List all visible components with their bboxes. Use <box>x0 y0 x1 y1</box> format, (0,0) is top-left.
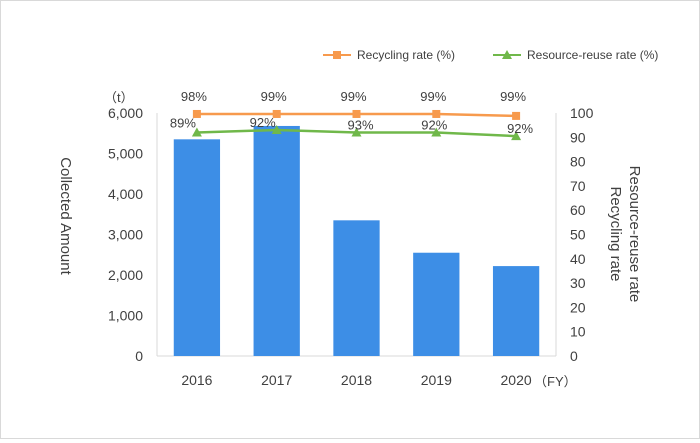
left-tick-label: 4,000 <box>108 186 143 202</box>
x-tick-label: 2019 <box>421 372 452 388</box>
legend-item-recycling: Recycling rate (%) <box>323 48 455 62</box>
x-axis-unit: （FY） <box>534 374 577 389</box>
recycling-point <box>512 111 521 120</box>
right-tick-label: 40 <box>570 251 586 267</box>
right-tick-label: 70 <box>570 178 586 194</box>
left-tick-label: 3,000 <box>108 227 143 243</box>
right-tick-label: 100 <box>570 105 594 121</box>
right-axis-title-line1: Resource-reuse rate <box>626 166 643 303</box>
left-tick-label: 2,000 <box>108 267 143 283</box>
right-tick-label: 10 <box>570 324 586 340</box>
left-axis-ticks: 0 1,000 2,000 3,000 4,000 5,000 6,000 <box>108 105 143 364</box>
reuse-point <box>511 131 522 141</box>
reuse-rate-label: 92% <box>507 121 533 136</box>
reuse-point <box>351 127 362 137</box>
rate-lines <box>191 109 522 141</box>
legend-recycling-label: Recycling rate (%) <box>357 48 455 62</box>
reuse-rate-label: 92% <box>250 115 276 130</box>
legend-reuse-marker <box>502 50 512 59</box>
right-tick-label: 60 <box>570 202 586 218</box>
x-axis-ticks: 2016 2017 2018 2019 2020 <box>181 372 532 388</box>
bar-2016 <box>173 139 221 356</box>
right-tick-label: 50 <box>570 227 586 243</box>
right-tick-label: 80 <box>570 154 586 170</box>
legend-reuse-label: Resource-reuse rate (%) <box>527 48 658 62</box>
recycling-point <box>432 109 441 118</box>
right-tick-label: 20 <box>570 299 586 315</box>
reuse-point <box>271 125 282 135</box>
legend: Recycling rate (%) Resource-reuse rate (… <box>323 48 658 62</box>
reuse-rate-label: 93% <box>347 117 373 132</box>
x-tick-label: 2020 <box>501 372 532 388</box>
right-tick-label: 90 <box>570 129 586 145</box>
recycling-point <box>352 109 361 118</box>
legend-recycling-marker <box>333 51 341 59</box>
reuse-point <box>191 127 202 137</box>
x-tick-label: 2017 <box>261 372 292 388</box>
left-tick-label: 5,000 <box>108 146 143 162</box>
bar-2018 <box>333 220 380 356</box>
left-tick-label: 0 <box>135 348 143 364</box>
left-tick-label: 1,000 <box>108 308 143 324</box>
left-axis-title: Collected Amount <box>57 157 74 275</box>
x-tick-label: 2018 <box>341 372 372 388</box>
recycling-point <box>192 109 201 118</box>
bar-2017 <box>253 125 300 357</box>
left-tick-label: 6,000 <box>108 105 143 121</box>
right-tick-label: 30 <box>570 275 586 291</box>
x-tick-label: 2016 <box>181 372 212 388</box>
recycling-rate-label: 98% <box>181 89 207 104</box>
right-tick-label: 0 <box>570 348 578 364</box>
reuse-point <box>431 127 442 137</box>
recycling-rate-label: 99% <box>340 89 366 104</box>
recycling-rate-label: 99% <box>420 89 446 104</box>
recycling-rate-label: 99% <box>500 89 526 104</box>
reuse-rate-label: 89% <box>170 115 196 130</box>
recycling-point <box>272 109 281 118</box>
legend-item-reuse: Resource-reuse rate (%) <box>493 48 658 62</box>
recycling-rate-label: 99% <box>261 89 287 104</box>
left-axis-unit: （t） <box>104 90 134 105</box>
bar-2020 <box>492 266 540 356</box>
bar-2019 <box>413 252 460 356</box>
right-axis-ticks: 0 10 20 30 40 50 60 70 80 90 100 <box>570 105 594 364</box>
right-axis-title-line2: Recycling rate <box>607 186 624 281</box>
bars <box>173 125 540 357</box>
reuse-rate-label: 92% <box>421 117 447 132</box>
data-labels: 98% 99% 99% 99% 99% 89% 92% 93% 92% 92% <box>170 89 534 136</box>
